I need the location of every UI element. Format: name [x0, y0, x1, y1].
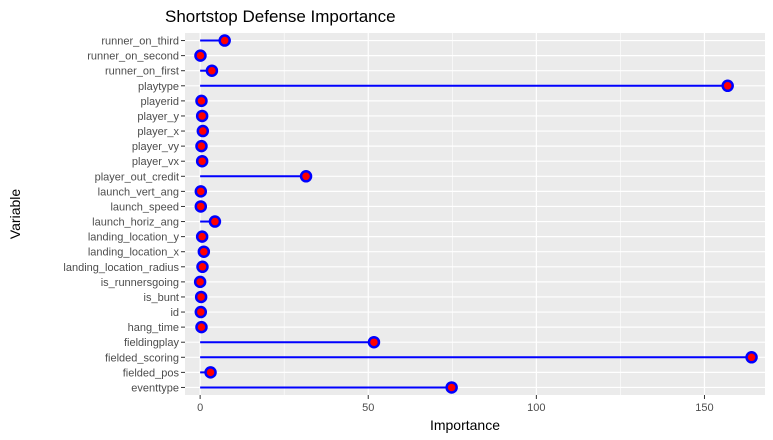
lollipop-point: [194, 185, 208, 198]
lollipop-point: [194, 200, 208, 213]
lollipop-point: [195, 94, 208, 108]
marks-layer: [193, 34, 758, 394]
x-axis-title: Importance: [430, 417, 500, 433]
y-tick-label: landing_location_x: [88, 247, 180, 259]
lollipop-point: [721, 79, 734, 93]
y-tick-label: player_x: [137, 126, 179, 138]
y-tick-label: hang_time: [128, 322, 179, 334]
lollipop-point: [195, 230, 209, 243]
lollipop-point: [367, 335, 381, 349]
lollipop-point: [194, 290, 208, 304]
y-tick-label: landing_location_y: [88, 232, 180, 244]
lollipop-point: [204, 366, 217, 379]
y-tick-label: runner_on_third: [101, 36, 179, 48]
y-axis-title: Variable: [7, 189, 23, 240]
lollipop-point: [197, 245, 211, 258]
lollipop-point: [195, 154, 209, 168]
x-tick-labels: 0 50 100 150: [197, 395, 714, 414]
y-tick-label: player_out_credit: [95, 171, 179, 183]
lollipop-point: [299, 170, 313, 183]
lollipop-point: [195, 109, 209, 123]
lollipop-point: [208, 215, 222, 228]
y-tick-label: launch_horiz_ang: [92, 217, 179, 229]
x-tick-label: 50: [362, 402, 374, 414]
y-tick-labels: runner_on_third runner_on_second runner_on…: [63, 36, 185, 394]
y-tick-label: landing_location_radius: [63, 262, 179, 274]
y-tick-label: id: [170, 307, 179, 319]
lollipop-point: [218, 34, 231, 47]
lollipop-point: [195, 320, 208, 334]
y-tick-label: playtype: [138, 81, 179, 93]
y-tick-label: launch_speed: [110, 201, 179, 213]
lollipop-point: [194, 49, 207, 62]
x-tick-label: 100: [527, 402, 545, 414]
y-tick-label: runner_on_first: [105, 66, 179, 78]
lollipop-point: [194, 305, 208, 319]
x-tick-label: 150: [695, 402, 713, 414]
lollipop-point: [193, 275, 207, 289]
y-tick-label: eventtype: [131, 382, 179, 394]
lollipop-point: [205, 64, 219, 77]
y-tick-label: fielded_scoring: [105, 352, 179, 364]
y-tick-label: player_vx: [132, 156, 180, 168]
y-tick-label: is_bunt: [144, 292, 179, 304]
y-tick-label: is_runnersgoing: [101, 277, 179, 289]
y-tick-label: playerid: [140, 96, 179, 108]
lollipop-point: [445, 381, 458, 394]
lollipop-point: [745, 351, 758, 364]
lollipop-point: [196, 124, 210, 138]
chart-title: Shortstop Defense Importance: [165, 7, 396, 26]
x-tick-label: 0: [197, 402, 203, 414]
y-tick-label: player_y: [137, 111, 179, 123]
y-tick-label: launch_vert_ang: [98, 186, 179, 198]
y-tick-label: fieldingplay: [124, 337, 180, 349]
lollipop-point: [195, 139, 208, 153]
plot-panel: [185, 33, 765, 395]
y-tick-label: fielded_pos: [123, 367, 180, 379]
y-tick-label: player_vy: [132, 141, 180, 153]
lollipop-point: [196, 260, 209, 274]
y-tick-label: runner_on_second: [87, 51, 179, 63]
